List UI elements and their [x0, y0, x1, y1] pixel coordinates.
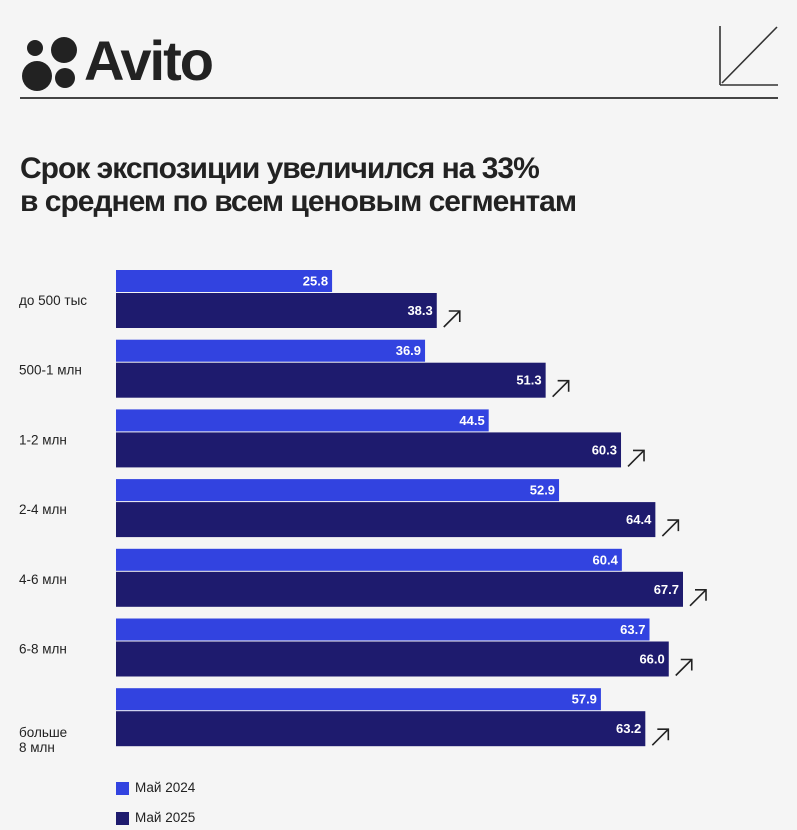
category-label: 2-4 млн — [19, 502, 67, 517]
legend-swatch-2024 — [116, 782, 129, 795]
data-label: 63.2 — [616, 721, 641, 736]
increase-arrow-icon — [675, 658, 693, 677]
data-label: 66.0 — [639, 652, 664, 667]
data-label: 36.9 — [396, 343, 421, 358]
data-label: 25.8 — [303, 274, 328, 289]
avito-dots-icon — [22, 37, 77, 91]
bar-2024 — [116, 688, 601, 711]
category-label: 500-1 млн — [19, 363, 82, 378]
category-label: 1-2 млн — [19, 432, 67, 447]
data-label: 63.7 — [620, 622, 645, 637]
brand-name: Avito — [84, 29, 214, 92]
data-label: 52.9 — [530, 483, 555, 498]
increase-arrow-icon — [552, 379, 570, 398]
bar-2024 — [116, 548, 622, 571]
bar-2024 — [116, 479, 560, 502]
bar-2024 — [116, 409, 489, 432]
bar-2024 — [116, 339, 426, 362]
category-label: больше 8 млн — [19, 725, 67, 755]
increase-arrow-icon — [443, 310, 461, 328]
legend-label-2025: Май 2025 — [135, 810, 196, 825]
data-label: 57.9 — [572, 692, 597, 707]
header-divider — [20, 97, 778, 99]
data-label: 67.7 — [654, 582, 679, 597]
category-label: до 500 тыс — [19, 293, 87, 308]
chart-title: Срок экспозиции увеличился на 33% в сред… — [20, 152, 760, 218]
chart-title-line-2: в среднем по всем ценовым сегментам — [20, 185, 577, 218]
increase-arrow-icon — [661, 519, 680, 537]
bar-2025 — [116, 432, 622, 468]
data-label: 51.3 — [516, 373, 541, 388]
category-label: 4-6 млн — [19, 572, 67, 587]
data-label: 60.4 — [593, 552, 619, 567]
bar-2025 — [116, 641, 669, 677]
legend-label-2024: Май 2024 — [135, 780, 196, 795]
legend-swatch-2025 — [116, 812, 129, 825]
bar-2025 — [116, 293, 437, 328]
bar-2024 — [116, 618, 650, 641]
bar-2024 — [116, 270, 333, 292]
chart-title-line-1: Срок экспозиции увеличился на 33% — [20, 152, 540, 185]
data-label: 60.3 — [592, 442, 617, 457]
bar-2025 — [116, 711, 646, 747]
bar-2025 — [116, 502, 656, 538]
increase-arrow-icon — [627, 449, 645, 467]
bar-2025 — [116, 362, 546, 398]
increase-arrow-icon — [689, 588, 707, 607]
category-label: 6-8 млн — [19, 642, 67, 657]
data-label: 44.5 — [459, 413, 484, 428]
data-label: 38.3 — [407, 303, 432, 318]
corner-arrow-icon — [719, 26, 778, 86]
bar-2025 — [116, 571, 683, 607]
data-label: 64.4 — [626, 512, 652, 527]
increase-arrow-icon — [651, 728, 670, 746]
